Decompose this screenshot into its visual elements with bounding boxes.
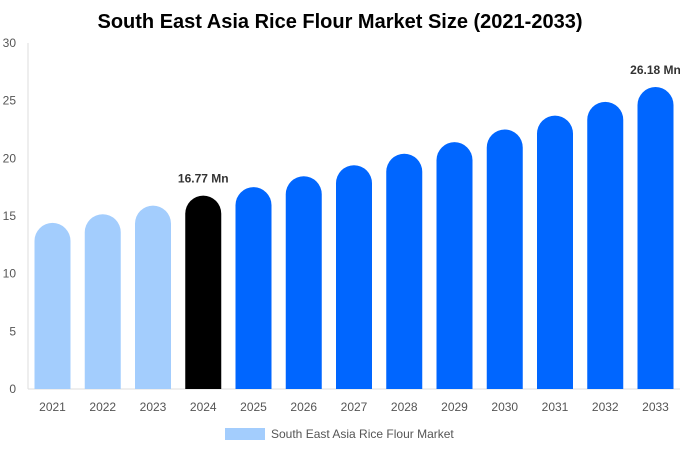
bar-2025[interactable] [235,187,272,389]
legend[interactable]: South East Asia Rice Flour Market [225,427,454,441]
y-tick-label: 5 [9,324,16,338]
y-tick-label: 20 [3,151,17,165]
x-tick-label: 2027 [341,400,368,414]
y-tick-label: 15 [3,209,17,223]
x-tick-label: 2030 [491,400,518,414]
x-tick-label: 2029 [441,400,468,414]
data-label: 16.77 Mn [178,172,229,186]
x-tick-label: 2031 [542,400,569,414]
bar-2026[interactable] [285,176,322,389]
x-tick-label: 2022 [89,400,116,414]
x-tick-label: 2026 [290,400,317,414]
bar-2032[interactable] [587,101,624,389]
y-tick-label: 10 [3,267,17,281]
y-tick-label: 25 [3,94,17,108]
legend-swatch [225,428,265,440]
bar-2029[interactable] [436,142,473,389]
x-tick-label: 2028 [391,400,418,414]
x-tick-label: 2021 [39,400,66,414]
x-tick-label: 2023 [140,400,167,414]
x-tick-label: 2024 [190,400,217,414]
y-tick-label: 30 [3,36,17,50]
x-tick-label: 2032 [592,400,619,414]
bar-2031[interactable] [537,115,573,389]
bar-2033[interactable] [637,87,674,389]
y-tick-label: 0 [9,382,16,396]
bar-2023[interactable] [135,205,171,389]
data-label: 26.18 Mn [630,63,680,77]
bar-2027[interactable] [336,165,372,389]
legend-label: South East Asia Rice Flour Market [271,427,454,441]
x-tick-label: 2033 [642,400,669,414]
x-tick-label: 2025 [240,400,267,414]
bar-2022[interactable] [84,214,121,389]
bar-2021[interactable] [34,222,71,389]
chart-title: South East Asia Rice Flour Market Size (… [98,11,583,33]
bar-2024[interactable] [185,195,222,389]
bar-2028[interactable] [386,153,423,389]
bar-2030[interactable] [486,129,523,390]
